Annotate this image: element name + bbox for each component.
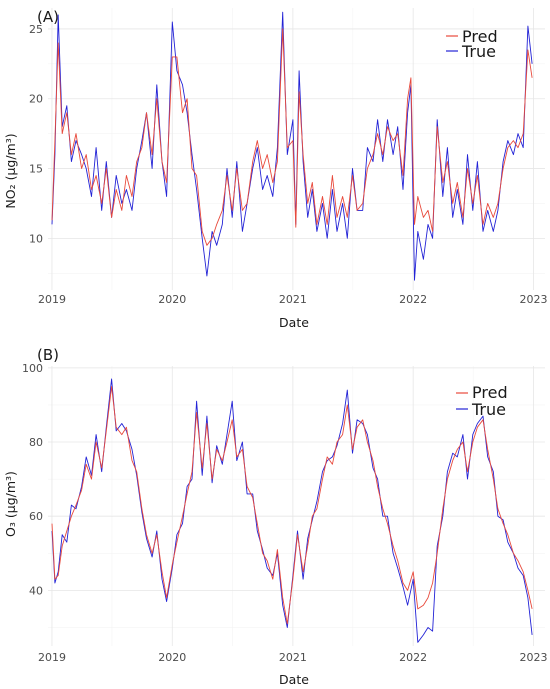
y-tick-label: 20 [29,93,43,106]
chart-no2: (A) 10 15 20 25 2019 2020 2021 2022 2023 Date N… [3,8,548,330]
legend-no2: Pred True [446,27,498,61]
series-line-true [51,378,533,643]
series-line-pred [51,385,533,625]
panel-a: (A) 10 15 20 25 2019 2020 2021 2022 2023 Date N… [0,0,550,340]
x-axis-title-o3: Date [279,672,309,687]
panel-label-a: (A) [37,8,59,26]
y-tick-label: 80 [29,436,43,449]
y-tick-labels-no2: 10 15 20 25 [29,23,43,245]
x-tick-labels-no2: 2019 2020 2021 2022 2023 [38,293,548,306]
x-tick-label: 2019 [38,651,66,664]
panel-label-b: (B) [37,346,59,364]
y-tick-labels-o3: 40 60 80 100 [22,362,43,598]
x-tick-label: 2023 [519,651,547,664]
legend-label-true: True [471,400,506,419]
x-tick-label: 2019 [38,293,66,306]
x-tick-label: 2021 [279,651,307,664]
x-tick-label: 2023 [519,293,547,306]
series-line-pred [51,28,533,246]
legend-o3: Pred True [456,383,508,419]
series-o3 [51,378,533,643]
grid-o3 [48,366,545,646]
legend-label-pred: Pred [462,27,498,46]
x-tick-label: 2020 [158,651,186,664]
y-tick-label: 15 [29,163,43,176]
y-axis-title-no2: NO₂ (μg/m³) [3,133,18,208]
series-no2 [51,11,533,281]
series-line-true [51,11,533,281]
x-tick-labels-o3: 2019 2020 2021 2022 2023 [38,651,548,664]
x-tick-label: 2020 [158,293,186,306]
y-tick-label: 10 [29,232,43,245]
y-tick-label: 60 [29,510,43,523]
x-tick-label: 2022 [399,651,427,664]
panel-b: (B) 40 60 80 100 2019 2020 2021 2022 2023 Date … [0,340,550,689]
y-tick-label: 40 [29,584,43,597]
legend-label-pred: Pred [472,383,508,402]
x-tick-label: 2021 [279,293,307,306]
legend-label-true: True [461,42,496,61]
y-tick-label: 25 [29,23,43,36]
y-axis-title-o3: O₃ (μg/m³) [3,471,18,537]
y-tick-label: 100 [22,362,43,375]
x-axis-title-no2: Date [279,315,309,330]
x-tick-label: 2022 [399,293,427,306]
